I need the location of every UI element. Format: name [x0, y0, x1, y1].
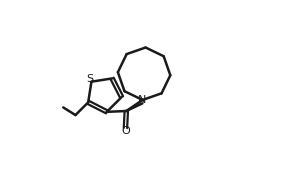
Text: S: S [87, 74, 94, 84]
Text: O: O [121, 126, 130, 136]
Text: N: N [138, 95, 147, 105]
